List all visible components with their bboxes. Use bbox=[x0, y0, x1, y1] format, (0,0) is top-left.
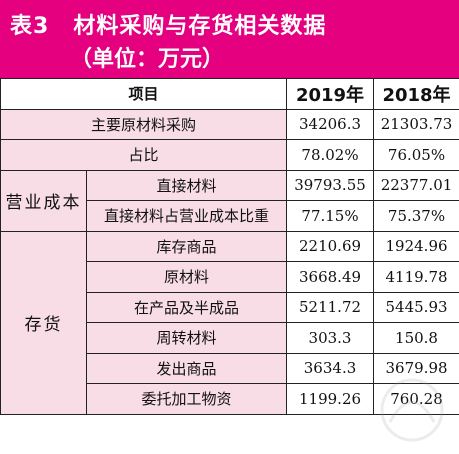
cell-2019: 3668.49 bbox=[286, 261, 375, 293]
row-label: 直接材料占营业成本比重 bbox=[85, 200, 288, 232]
table-number: 表3 bbox=[10, 14, 50, 39]
cell-2019: 3634.3 bbox=[286, 352, 375, 384]
header-row: 项目 2019年 2018年 bbox=[0, 78, 459, 110]
cell-2019: 77.15% bbox=[286, 200, 375, 232]
col-header-2018: 2018年 bbox=[373, 78, 459, 110]
cell-2018: 3679.98 bbox=[373, 352, 459, 384]
table-row: 占比 78.02% 76.05% bbox=[0, 139, 459, 171]
row-label: 在产品及半成品 bbox=[85, 291, 288, 323]
cell-2018: 150.8 bbox=[373, 322, 459, 354]
table-row: 存货 库存商品 2210.69 1924.96 bbox=[0, 230, 459, 415]
cell-2019: 39793.55 bbox=[286, 169, 375, 201]
group-label-cost: 营业成本 bbox=[0, 169, 87, 232]
data-table: 项目 2019年 2018年 主要原材料采购 34206.3 21303.73 … bbox=[0, 78, 459, 415]
cell-2018: 760.28 bbox=[373, 383, 459, 415]
cell-2018: 5445.93 bbox=[373, 291, 459, 323]
row-label: 主要原材料采购 bbox=[0, 108, 288, 140]
table-name: 材料采购与存货相关数据 bbox=[73, 14, 327, 39]
cell-2019: 2210.69 bbox=[286, 230, 375, 262]
group-label-inventory: 存货 bbox=[0, 230, 87, 415]
row-label: 周转材料 bbox=[85, 322, 288, 354]
cell-2018: 4119.78 bbox=[373, 261, 459, 293]
row-label: 原材料 bbox=[85, 261, 288, 293]
table-row: 在产品及半成品 5211.72 5445.93 bbox=[1, 291, 459, 323]
cell-2019: 1199.26 bbox=[286, 383, 375, 415]
cell-2018: 76.05% bbox=[373, 139, 459, 171]
table-row: 直接材料占营业成本比重 77.15% 75.37% bbox=[1, 200, 459, 232]
row-label: 发出商品 bbox=[85, 352, 288, 384]
col-header-item: 项目 bbox=[0, 78, 288, 110]
table-row: 委托加工物资 1199.26 760.28 bbox=[1, 383, 459, 415]
row-label: 占比 bbox=[0, 139, 288, 171]
cell-2018: 22377.01 bbox=[373, 169, 459, 201]
cell-2018: 75.37% bbox=[373, 200, 459, 232]
table-row: 主要原材料采购 34206.3 21303.73 bbox=[0, 108, 459, 140]
cell-2019: 34206.3 bbox=[286, 108, 375, 140]
watermark-logo-icon bbox=[380, 378, 444, 442]
table-header-banner: 表3 材料采购与存货相关数据 （单位：万元） bbox=[0, 0, 459, 78]
cell-2018: 21303.73 bbox=[373, 108, 459, 140]
col-header-2019: 2019年 bbox=[286, 78, 375, 110]
table-row: 营业成本 直接材料 39793.55 22377.01 bbox=[0, 169, 459, 232]
table-row: 发出商品 3634.3 3679.98 bbox=[1, 352, 459, 384]
row-label: 委托加工物资 bbox=[85, 383, 288, 415]
table-title: 表3 材料采购与存货相关数据 bbox=[10, 8, 326, 40]
row-label: 库存商品 bbox=[85, 230, 288, 262]
cell-2019: 78.02% bbox=[286, 139, 375, 171]
table-unit: （单位：万元） bbox=[70, 47, 225, 72]
cell-2018: 1924.96 bbox=[373, 230, 459, 262]
cell-2019: 303.3 bbox=[286, 322, 375, 354]
cell-2019: 5211.72 bbox=[286, 291, 375, 323]
row-label: 直接材料 bbox=[85, 169, 288, 201]
table-row: 周转材料 303.3 150.8 bbox=[1, 322, 459, 354]
table-row: 原材料 3668.49 4119.78 bbox=[1, 261, 459, 293]
